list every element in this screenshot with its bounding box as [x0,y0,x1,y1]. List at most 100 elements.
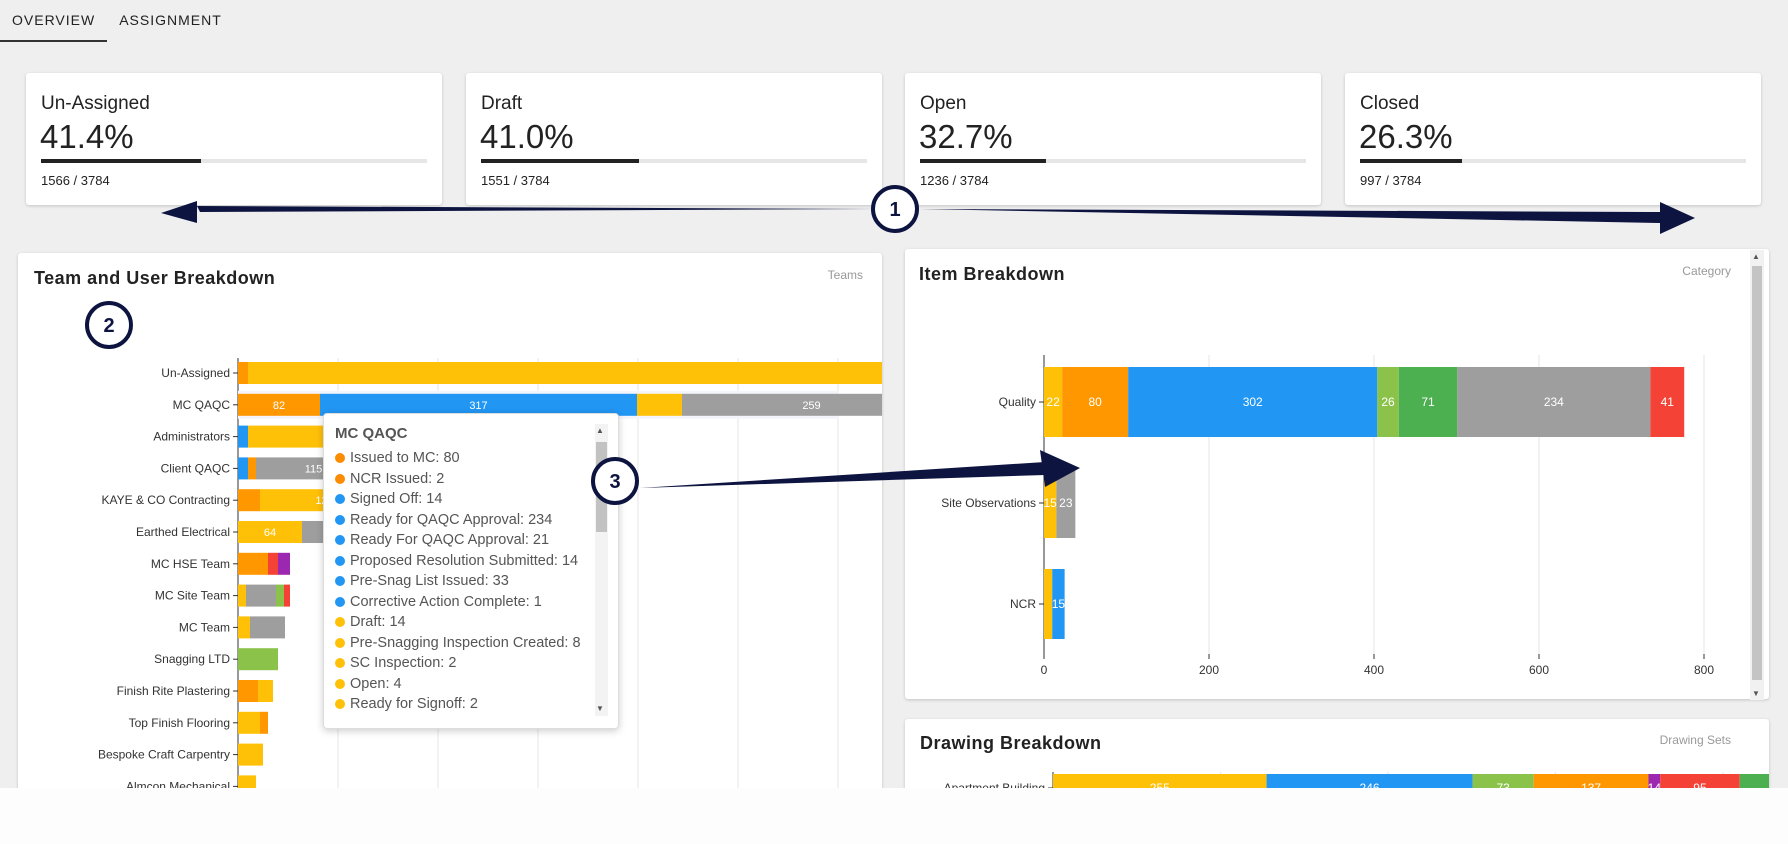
stat-card-open[interactable]: Open 32.7% 1236 / 3784 [905,73,1321,205]
legend-dot-icon [335,637,345,648]
bar-segment[interactable] [238,648,278,671]
bar-segment[interactable] [238,552,268,575]
tooltip-item-text: SC Inspection: 2 [350,655,457,672]
scrollbar-thumb[interactable] [1752,266,1762,680]
tooltip-list: Issued to MC: 80 NCR Issued: 2 Signed Off:… [335,448,581,715]
bar-segment[interactable] [238,775,256,788]
scroll-up-icon[interactable]: ▲ [1752,252,1760,261]
bar-segment[interactable] [238,521,302,543]
tooltip-item: Ready for QAQC Approval: 234 [335,510,581,531]
legend-dot-icon [335,453,345,464]
category-label: KAYE & CO Contracting [102,493,231,507]
bar-value-label: 23 [1059,496,1073,510]
team-breakdown-chart: Un-Assigned137899MC QAQC8231725971Admini… [98,358,882,788]
panel-title: Drawing Breakdown [920,733,1102,753]
bar-segment[interactable] [1660,774,1740,788]
bar-segment[interactable] [238,584,246,607]
bar-segment[interactable] [1648,774,1661,788]
bar-segment[interactable] [238,393,320,416]
bar-segment[interactable] [238,425,248,448]
bar-segment[interactable] [1472,774,1534,788]
bar-segment[interactable] [260,711,268,734]
bar-segment[interactable] [1062,367,1129,437]
tooltip-item: Proposed Resolution Submitted: 14 [335,551,581,572]
bar-segment[interactable] [1044,367,1063,437]
bar-segment[interactable] [250,616,285,639]
category-label: MC HSE Team [151,557,230,571]
bar-segment[interactable] [258,680,273,702]
stat-label: Un-Assigned [41,93,150,114]
bar-segment[interactable] [238,680,258,702]
scrollbar-thumb[interactable] [596,442,607,532]
bar-segment[interactable] [1533,774,1649,788]
tooltip-item: Pre-Snagging Inspection Created: 8 [335,633,581,654]
bar-segment[interactable] [1398,367,1458,437]
stat-card-draft[interactable]: Draft 41.0% 1551 / 3784 [466,73,882,205]
item-panel-scrollbar[interactable]: ▲ ▼ [1750,250,1764,700]
bar-segment[interactable] [238,489,260,512]
bar-segment[interactable] [278,552,290,575]
bar-segment[interactable] [284,584,290,607]
chart-tooltip: MC QAQC Issued to MC: 80 NCR Issued: 2 Sig… [323,413,619,729]
bar-segment[interactable] [1044,569,1053,639]
scroll-down-icon[interactable]: ▼ [1752,689,1760,698]
tooltip-item: Issued to MC: 80 [335,448,581,469]
bar-segment[interactable] [238,743,263,766]
bar-segment[interactable] [1052,569,1065,639]
item-breakdown-panel: Item Breakdown Category Quality 22 80 302 26… [905,249,1769,699]
item-breakdown-chart: Quality 22 80 302 26 71 234 41 Site Observations… [941,355,1714,677]
stat-card-closed[interactable]: Closed 26.3% 997 / 3784 [1345,73,1761,205]
scroll-down-icon[interactable]: ▼ [596,704,604,713]
tooltip-item-text: Proposed Resolution Submitted: 14 [350,552,579,569]
tooltip-item-text: Draft: 14 [350,614,406,631]
bar-segment[interactable] [682,393,882,416]
page-footer-blank [0,788,1788,844]
tab-overview[interactable]: OVERVIEW [0,0,108,42]
bar-segment[interactable] [248,362,882,384]
annotation-arrow [920,209,1660,223]
bar-segment[interactable] [320,393,637,416]
tab-bar: OVERVIEW ASSIGNMENT [0,0,234,42]
legend-dot-icon [335,555,345,566]
drawing-breakdown-panel: Drawing Breakdown Drawing Sets Apartment… [905,719,1769,788]
category-label: Snagging LTD [154,652,230,666]
bar-segment[interactable] [1377,367,1399,437]
bar-segment[interactable] [1457,367,1651,437]
bar-segment[interactable] [238,457,248,480]
bar-segment[interactable] [268,552,278,575]
bar-value-label: 137 [1581,781,1601,788]
bar-segment[interactable] [1128,367,1378,437]
tooltip-title: MC QAQC [335,425,408,442]
bar-segment[interactable] [1739,774,1769,788]
bar-segment[interactable] [248,457,256,480]
tooltip-item: Ready for Signoff: 2 [335,694,581,715]
category-label: Earthed Electrical [136,525,230,539]
legend-dot-icon [335,596,345,607]
bar-value-label: 115 [305,463,323,475]
x-tick-label: 800 [1694,663,1714,677]
category-label: Administrators [153,430,230,444]
stat-progress-track [920,159,1306,163]
stat-percent: 41.4% [40,118,134,155]
bar-segment[interactable] [238,362,248,384]
stat-percent: 32.7% [919,118,1013,155]
tooltip-item-text: Pre-Snag List Issued: 33 [350,573,509,590]
bar-segment[interactable] [1053,774,1267,788]
bar-value-label: 259 [802,400,820,412]
tooltip-scrollbar[interactable]: ▲ ▼ [595,424,608,716]
tooltip-item-text: Pre-Snagging Inspection Created: 8 [350,634,581,651]
bar-segment[interactable] [238,711,260,734]
bar-segment[interactable] [1650,367,1685,437]
bar-segment[interactable] [246,584,276,607]
stat-card-unassigned[interactable]: Un-Assigned 41.4% 1566 / 3784 [26,73,442,205]
stat-progress-fill [1360,159,1462,163]
bar-segment[interactable] [238,616,250,639]
tab-assignment[interactable]: ASSIGNMENT [119,12,222,28]
tooltip-item-text: NCR Issued: 2 [350,470,445,487]
bar-segment[interactable] [1266,774,1473,788]
category-label: Un-Assigned [161,366,230,380]
scroll-up-icon[interactable]: ▲ [596,426,604,435]
bar-segment[interactable] [637,393,682,416]
bar-value-label: 26 [1381,395,1395,409]
bar-segment[interactable] [276,584,284,607]
